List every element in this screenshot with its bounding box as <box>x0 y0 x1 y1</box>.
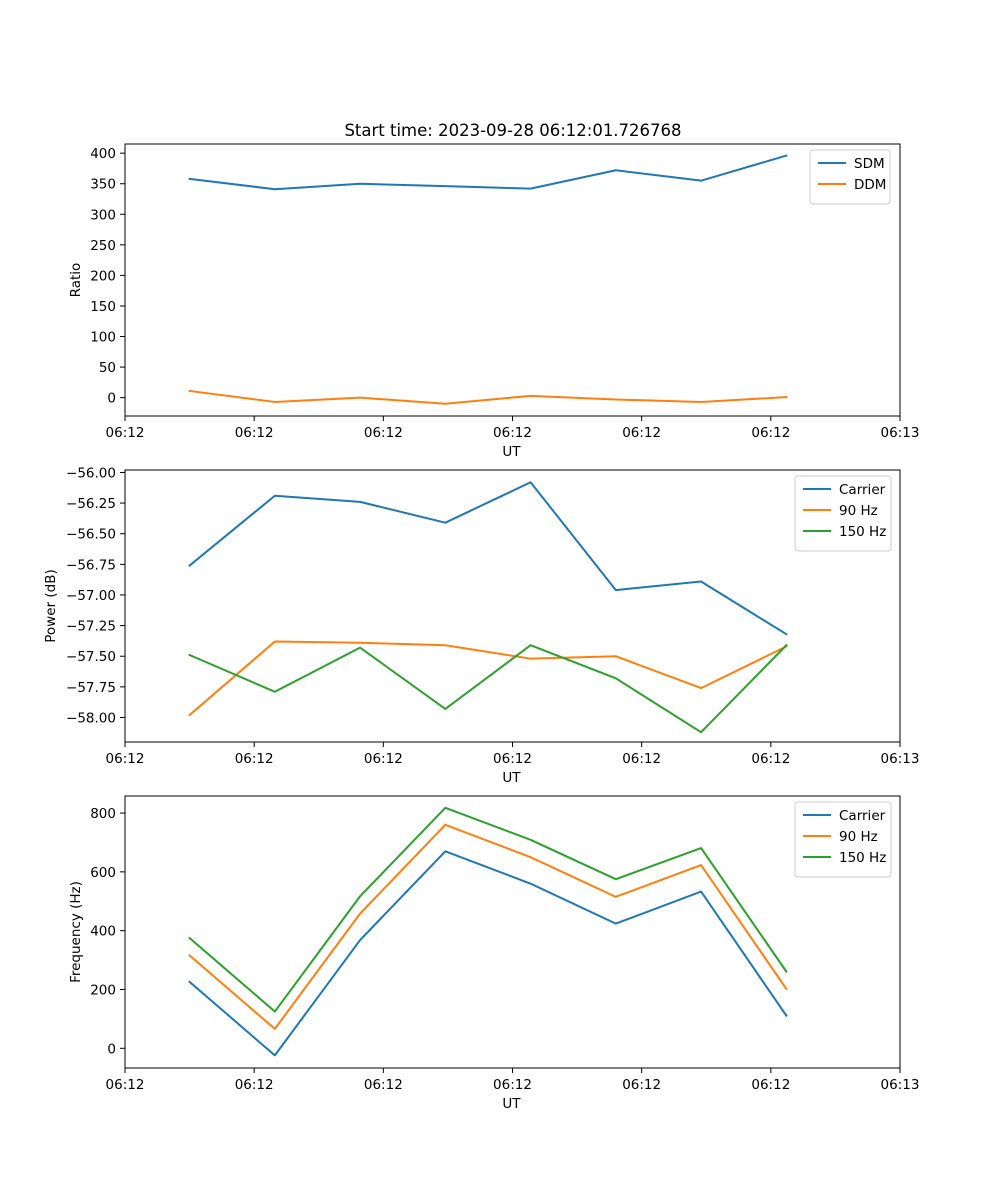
series-line-150-hz <box>188 806 788 1013</box>
y-tick-label: 300 <box>90 207 116 223</box>
legend: Carrier 90 Hz 150 Hz <box>794 475 892 552</box>
legend-label: 90 Hz <box>839 503 878 519</box>
x-axis-label: UT <box>502 770 521 786</box>
y-tick-label: 100 <box>90 330 116 346</box>
series-line-90-hz <box>188 640 788 717</box>
x-tick-label: 06:12 <box>106 425 145 441</box>
legend: Carrier 90 Hz 150 Hz <box>794 801 892 878</box>
x-tick-label: 06:13 <box>881 425 920 441</box>
y-tick-label: −58.00 <box>66 710 116 726</box>
legend-label: 90 Hz <box>839 829 878 845</box>
x-tick-label: 06:12 <box>235 425 274 441</box>
legend-label: Carrier <box>839 482 886 498</box>
chart-title: Start time: 2023-09-28 06:12:01.726768 <box>344 121 681 140</box>
subplot-1: 06:12 06:12 06:12 06:12 06:12 06:12 06:13 0 50 10… <box>68 143 920 460</box>
x-tick-label: 06:12 <box>493 425 532 441</box>
x-tick-label: 06:12 <box>622 1077 661 1093</box>
legend-frame <box>794 801 892 878</box>
y-tick-label: −56.50 <box>66 527 116 543</box>
y-tick-label: 0 <box>107 1041 116 1057</box>
x-tick-label: 06:12 <box>364 751 403 767</box>
y-tick-label: 400 <box>90 924 116 940</box>
x-tick-label: 06:12 <box>235 1077 274 1093</box>
y-tick-label: −57.50 <box>66 649 116 665</box>
y-tick-label: 600 <box>90 865 116 881</box>
y-axis-label: Frequency (Hz) <box>68 881 84 983</box>
x-tick-label: 06:13 <box>881 1077 920 1093</box>
x-tick-label: 06:12 <box>751 1077 790 1093</box>
y-tick-label: −56.25 <box>66 496 116 512</box>
series-line-150-hz <box>188 643 788 734</box>
x-tick-label: 06:12 <box>751 425 790 441</box>
series-line-90-hz <box>188 823 788 1030</box>
series-line-sdm <box>188 154 788 191</box>
y-tick-label: −56.75 <box>66 557 116 573</box>
series-line-carrier <box>188 481 788 636</box>
legend-frame <box>794 475 892 552</box>
x-tick-label: 06:12 <box>622 751 661 767</box>
x-tick-label: 06:12 <box>493 1077 532 1093</box>
y-tick-label: −57.00 <box>66 588 116 604</box>
y-axis-label: Ratio <box>68 263 84 298</box>
x-tick-label: 06:12 <box>751 751 790 767</box>
x-tick-label: 06:12 <box>493 751 532 767</box>
y-tick-label: 200 <box>90 982 116 998</box>
y-tick-label: 200 <box>90 268 116 284</box>
x-tick-label: 06:12 <box>364 425 403 441</box>
series-line-carrier <box>188 850 788 1057</box>
legend-label: 150 Hz <box>839 850 886 866</box>
x-tick-label: 06:13 <box>881 751 920 767</box>
x-axis-label: UT <box>502 1096 521 1112</box>
legend-label: DDM <box>854 177 886 193</box>
y-axis-label: Power (dB) <box>43 569 59 642</box>
x-tick-label: 06:12 <box>235 751 274 767</box>
plots-container: 06:12 06:12 06:12 06:12 06:12 06:12 06:13 0 50 10… <box>43 143 920 1112</box>
legend-label: Carrier <box>839 808 886 824</box>
y-tick-label: 250 <box>90 238 116 254</box>
y-tick-label: 800 <box>90 806 116 822</box>
y-tick-label: 150 <box>90 299 116 315</box>
series-line-ddm <box>188 389 788 405</box>
y-tick-label: 50 <box>99 360 116 376</box>
y-tick-label: 400 <box>90 146 116 162</box>
x-tick-label: 06:12 <box>106 1077 145 1093</box>
legend-label: SDM <box>854 156 885 172</box>
y-tick-label: 350 <box>90 177 116 193</box>
x-tick-label: 06:12 <box>106 751 145 767</box>
x-tick-label: 06:12 <box>364 1077 403 1093</box>
legend-label: 150 Hz <box>839 524 886 540</box>
legend: SDM DDM <box>809 149 891 205</box>
subplot-3: 06:12 06:12 06:12 06:12 06:12 06:12 06:13 0 200 4… <box>68 795 920 1112</box>
y-tick-label: −57.25 <box>66 619 116 635</box>
y-tick-label: 0 <box>107 391 116 407</box>
subplot-2: 06:12 06:12 06:12 06:12 06:12 06:12 06:13 −58.0… <box>43 465 919 786</box>
x-tick-label: 06:12 <box>622 425 661 441</box>
x-axis-label: UT <box>502 444 521 460</box>
y-tick-label: −56.00 <box>66 465 116 481</box>
y-tick-label: −57.75 <box>66 680 116 696</box>
